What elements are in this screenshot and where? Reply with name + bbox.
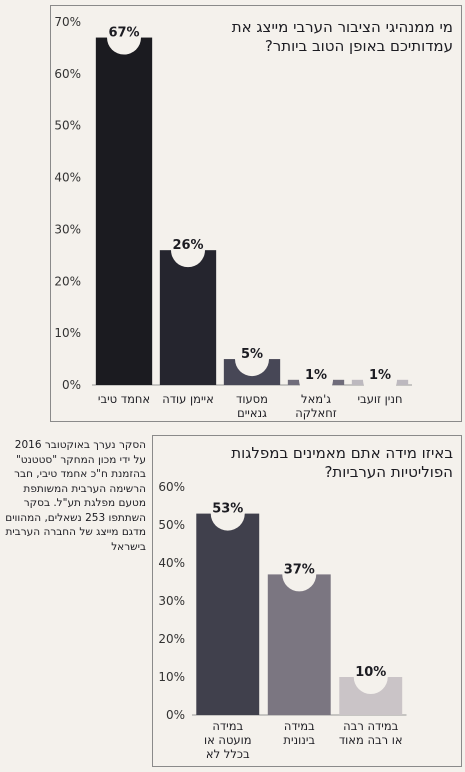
bar xyxy=(196,513,260,715)
survey-note: הסקר נערך באוקטובר 2016 על ידי מכון המחק… xyxy=(5,439,146,553)
y-tick-label: 60% xyxy=(54,67,81,81)
x-tick-label: במידה מועטה או בכלל לא xyxy=(203,719,252,761)
value-label: 67% xyxy=(108,26,139,41)
label-badge xyxy=(353,660,388,694)
label-badge xyxy=(282,557,317,592)
chart-title: באיזו מידה אתם מאמינים במפלגות הפוליטיות… xyxy=(231,444,453,481)
y-tick-label: 0% xyxy=(62,378,81,392)
y-tick-label: 30% xyxy=(158,594,185,608)
label-badge xyxy=(235,342,269,377)
y-tick-label: 40% xyxy=(54,171,81,185)
y-tick-label: 0% xyxy=(166,708,185,722)
label-badge xyxy=(363,362,397,397)
value-label: 26% xyxy=(172,238,203,253)
label-badge xyxy=(171,233,205,268)
y-tick-label: 20% xyxy=(158,632,185,646)
x-tick-label: איימן עודה xyxy=(162,392,214,406)
x-tick-label: במידה בינונית xyxy=(283,719,316,747)
value-label: 37% xyxy=(284,562,315,577)
y-tick-label: 50% xyxy=(54,119,81,133)
value-label: 5% xyxy=(241,347,263,362)
label-badge xyxy=(299,362,333,397)
x-tick-label: ג'מאל זחאלקה xyxy=(295,392,337,420)
y-tick-label: 40% xyxy=(158,556,185,570)
label-badge xyxy=(107,20,141,55)
value-label: 1% xyxy=(369,368,391,383)
y-tick-label: 10% xyxy=(158,670,185,684)
label-badge xyxy=(210,496,245,531)
y-tick-label: 20% xyxy=(54,274,81,288)
x-tick-label: מסעוד גנאיים xyxy=(236,392,268,420)
y-tick-label: 50% xyxy=(158,518,185,532)
x-tick-label: במידה רבה או רבה מאוד xyxy=(338,719,403,747)
value-label: 53% xyxy=(212,502,243,517)
bar xyxy=(267,574,331,715)
chart-frame xyxy=(152,435,462,767)
y-tick-label: 60% xyxy=(158,480,185,494)
y-tick-label: 10% xyxy=(54,326,81,340)
bar xyxy=(159,250,217,385)
value-label: 10% xyxy=(355,665,386,680)
x-tick-label: אחמד טיבי xyxy=(97,392,151,406)
value-label: 1% xyxy=(305,368,327,383)
chart-frame xyxy=(50,5,462,422)
chart-title: מי ממנהיגי הציבור הערבי מייצג את עמדותיכ… xyxy=(231,18,453,55)
y-tick-label: 30% xyxy=(54,222,81,236)
x-tick-label: חנין זועבי xyxy=(357,392,403,406)
bar xyxy=(95,37,153,386)
y-tick-label: 70% xyxy=(54,15,81,29)
